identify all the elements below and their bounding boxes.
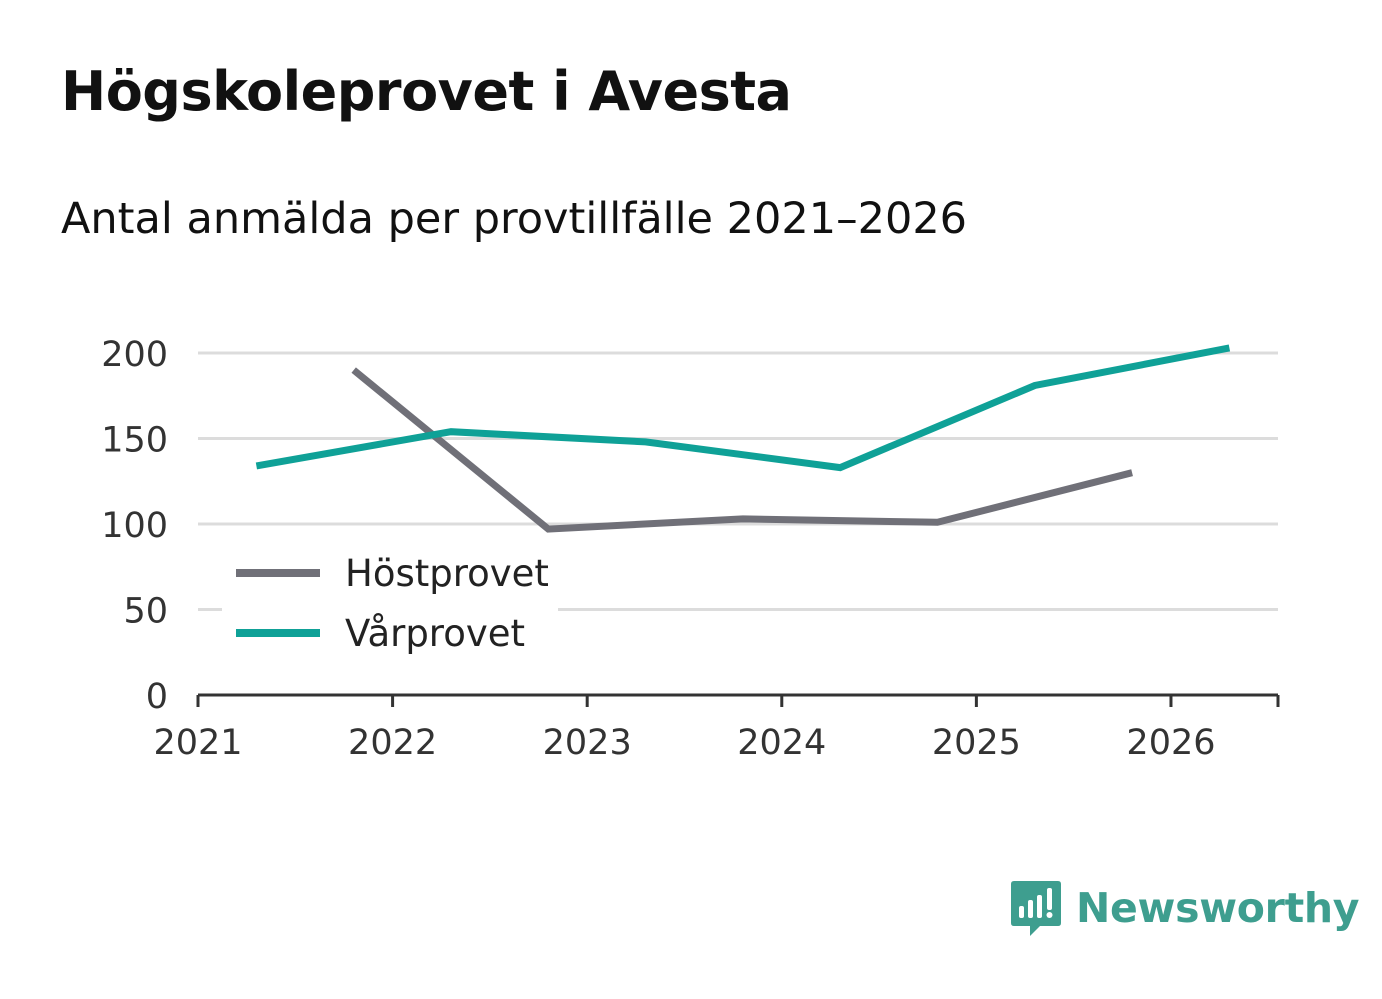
brand-name: Newsworthy [1076,884,1360,932]
series-line-2 [255,344,1231,472]
newsworthy-logo-icon [1011,881,1061,936]
chart-subtitle: Antal anmälda per provtillfälle 2021–202… [61,194,968,244]
legend-label-2: Vårprovet [345,612,525,655]
series-line-1 [351,367,1133,533]
y-tick-label-200: 200 [101,335,168,375]
y-tick-label-50: 50 [123,592,168,632]
y-tick-label-100: 100 [101,506,168,546]
newsworthy-logo: Newsworthy [1010,878,1359,938]
x-tick-label-2023: 2023 [543,723,632,763]
y-tick-label-0: 0 [146,677,168,717]
x-tick-label-2026: 2026 [1126,723,1215,763]
x-tick-label-2025: 2025 [932,723,1021,763]
legend-label-1: Höstprovet [345,552,549,595]
x-tick-label-2022: 2022 [348,723,437,763]
x-tick-label-2024: 2024 [737,723,826,763]
x-tick-label-2021: 2021 [153,723,242,763]
chart-title: Högskoleprovet i Avesta [61,60,792,123]
legend-background [222,545,558,665]
y-tick-label-150: 150 [101,421,168,461]
